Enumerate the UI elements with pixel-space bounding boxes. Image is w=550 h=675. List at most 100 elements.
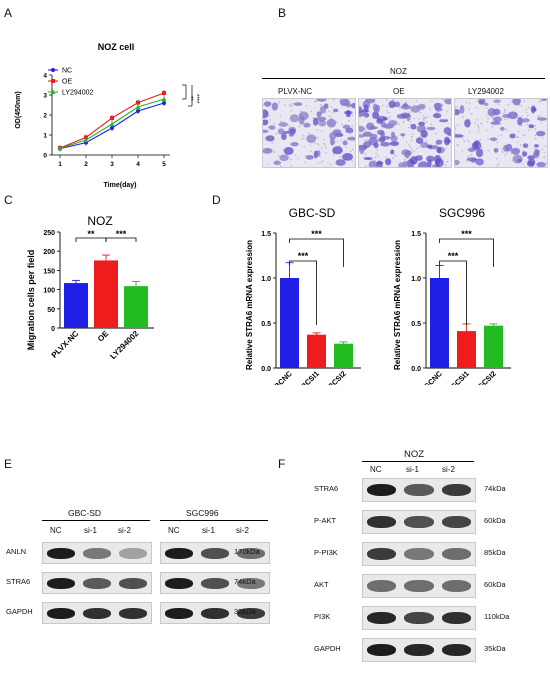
membrane-pore	[269, 119, 271, 121]
membrane-pore	[476, 100, 479, 103]
membrane-pore	[288, 104, 291, 106]
category-label: PLVX-NC	[50, 329, 81, 360]
significance-marker: ***	[298, 251, 309, 261]
stained-cell	[527, 155, 536, 160]
membrane-pore	[477, 126, 480, 129]
membrane-pore	[525, 111, 528, 114]
y-tick-label: 0.0	[411, 366, 421, 373]
membrane-pore	[320, 147, 323, 149]
stained-cell	[329, 132, 337, 141]
membrane-pore	[364, 129, 367, 132]
membrane-pore	[425, 120, 428, 123]
stained-cell	[373, 142, 379, 149]
y-tick-label: 150	[43, 268, 55, 275]
stained-cell	[493, 116, 502, 123]
y-tick-label: 1	[43, 133, 47, 140]
bar-oe	[94, 260, 118, 328]
stained-cell	[289, 114, 300, 123]
significance-marker: ***	[448, 251, 459, 261]
protein-band	[367, 483, 397, 497]
stained-cell	[487, 107, 496, 117]
membrane-pore	[487, 138, 489, 140]
membrane-pore	[520, 105, 523, 107]
stained-cell	[281, 133, 287, 141]
stained-cell	[368, 160, 377, 167]
membrane-pore	[315, 100, 317, 103]
category-label: SGCNC	[418, 369, 444, 385]
panel-label-c: C	[4, 193, 13, 207]
membrane-pore	[280, 165, 282, 167]
stained-cell	[335, 159, 346, 166]
migration-bar-chart: NOZ Migration cells per field 0 50 100 150 2…	[26, 214, 154, 361]
blot-row-p-akt	[362, 510, 476, 534]
protein-band	[404, 547, 434, 561]
lane-label: si-2	[442, 465, 455, 474]
membrane-pore	[289, 105, 292, 107]
membrane-pore	[376, 149, 379, 151]
membrane-pore	[409, 121, 412, 123]
bar-gbcnc	[280, 278, 299, 368]
panel-label-a: A	[4, 6, 13, 20]
lane-label: NC	[50, 526, 62, 535]
membrane-pore	[273, 123, 276, 125]
membrane-pore	[521, 134, 524, 136]
membrane-pore	[325, 152, 327, 154]
data-point	[110, 126, 114, 130]
membrane-pore	[485, 114, 488, 117]
stained-cell	[265, 135, 275, 142]
membrane-pore	[429, 107, 432, 110]
kda-label: 74kDa	[484, 484, 506, 493]
stained-cell	[332, 146, 343, 155]
stained-cell	[330, 138, 335, 146]
stained-cell	[536, 130, 546, 137]
membrane-pore	[527, 114, 529, 117]
membrane-pore	[523, 100, 526, 102]
category-label: GBCSI2	[322, 369, 348, 385]
membrane-pore	[411, 133, 414, 136]
stained-cell	[417, 161, 429, 167]
category-label: LY294002	[108, 329, 140, 361]
membrane-pore	[419, 111, 422, 114]
y-axis-label: Migration cells per field	[26, 250, 36, 351]
membrane-pore	[468, 140, 470, 143]
membrane-pore	[391, 157, 394, 159]
protein-label: STRA6	[314, 484, 339, 493]
data-point	[161, 96, 167, 101]
stained-cell	[426, 155, 435, 162]
membrane-pore	[320, 104, 322, 106]
membrane-pore	[276, 159, 278, 162]
stained-cell	[268, 125, 276, 130]
protein-band	[236, 547, 266, 559]
stained-cell	[293, 102, 303, 107]
protein-band	[367, 611, 397, 625]
membrane-pore	[319, 155, 321, 158]
membrane-pore	[409, 111, 411, 114]
membrane-pore	[299, 110, 302, 112]
membrane-pore	[534, 128, 537, 130]
protein-band	[200, 607, 230, 619]
membrane-pore	[496, 141, 499, 144]
membrane-pore	[523, 165, 526, 167]
membrane-pore	[408, 143, 410, 146]
membrane-pore	[487, 117, 489, 120]
protein-band	[367, 547, 397, 561]
membrane-pore	[389, 116, 391, 118]
membrane-pore	[486, 107, 488, 109]
stained-cell	[342, 140, 348, 146]
stained-cell	[390, 149, 395, 155]
membrane-pore	[496, 165, 499, 167]
stained-cell	[455, 159, 460, 166]
membrane-pore	[277, 103, 280, 105]
membrane-pore	[320, 130, 323, 133]
membrane-pore	[415, 147, 418, 150]
image-label-oe: OE	[393, 87, 405, 96]
y-axis-label-right: Relative STRA6 mRNA expression	[393, 240, 402, 370]
stained-cell	[507, 111, 518, 120]
stained-cell	[512, 154, 523, 164]
stained-cell	[342, 152, 354, 161]
lane-label: NC	[370, 465, 382, 474]
stained-cell	[455, 134, 464, 138]
stained-cell	[432, 164, 438, 167]
stained-cell	[459, 105, 465, 114]
